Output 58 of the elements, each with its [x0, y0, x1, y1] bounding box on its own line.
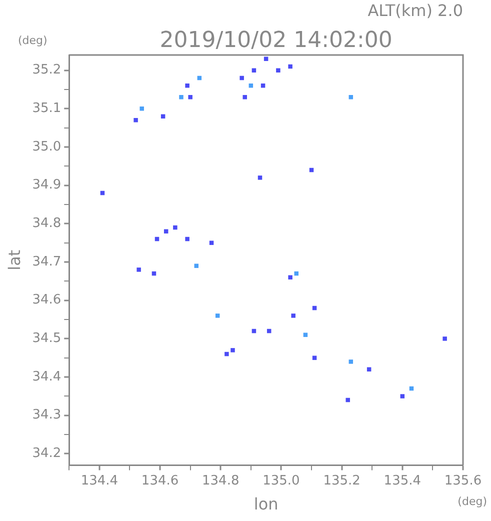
point	[136, 268, 141, 272]
y-tick-label: 34.7	[32, 254, 62, 270]
point	[242, 95, 247, 100]
x-tick-label: 134.8	[202, 473, 240, 488]
point	[164, 229, 168, 234]
point	[303, 332, 308, 337]
point	[194, 264, 199, 268]
y-tick-label: 34.5	[32, 331, 62, 346]
y-tick-label: 34.3	[32, 408, 62, 423]
x-axis-title: lon	[254, 494, 278, 514]
point	[400, 394, 405, 398]
point	[140, 106, 144, 111]
y-axis-title: lat	[4, 250, 24, 270]
point	[312, 356, 317, 360]
point	[215, 314, 220, 318]
point	[288, 275, 292, 280]
y-tick-label: 35.2	[32, 62, 62, 78]
text: (deg)	[18, 34, 48, 47]
point	[348, 360, 354, 364]
y-tick-label: 34.9	[32, 178, 62, 193]
x-tick-label: 134.4	[80, 473, 118, 488]
point	[248, 84, 254, 88]
point	[173, 225, 178, 230]
chart-title: 2019/10/02 14:02:00	[160, 28, 392, 53]
point	[291, 314, 296, 318]
point	[188, 95, 192, 100]
y-tick-label: 34.6	[32, 292, 62, 308]
point	[252, 68, 256, 72]
point	[264, 56, 268, 61]
point	[294, 271, 298, 276]
y-tick-label: 35.0	[32, 139, 62, 154]
x-tick-label: 134.6	[141, 473, 179, 488]
point	[240, 76, 244, 80]
point	[260, 84, 266, 88]
point	[258, 176, 262, 180]
point	[442, 336, 447, 341]
point	[160, 114, 166, 118]
y-tick-label: 35.1	[32, 101, 62, 116]
x-tick-label: 135.6	[444, 473, 482, 488]
point	[366, 367, 372, 372]
x-tick-label: 135.0	[262, 473, 300, 488]
point	[179, 95, 184, 100]
point	[276, 68, 280, 72]
point	[185, 236, 190, 242]
y-tick-label: 34.2	[32, 446, 62, 462]
y-tick-label: 34.4	[32, 369, 62, 384]
chart-subtitle: ALT(km) 2.0	[368, 1, 463, 20]
point	[185, 84, 190, 88]
point	[348, 95, 354, 100]
point	[288, 64, 292, 69]
text: (deg)	[458, 495, 487, 508]
x-tick-label: 135.4	[384, 473, 422, 488]
y-tick-label: 34.8	[32, 216, 62, 232]
point	[209, 240, 214, 245]
point	[230, 348, 235, 352]
point	[224, 352, 229, 356]
point	[134, 118, 138, 122]
x-tick-label: 135.2	[323, 473, 360, 488]
